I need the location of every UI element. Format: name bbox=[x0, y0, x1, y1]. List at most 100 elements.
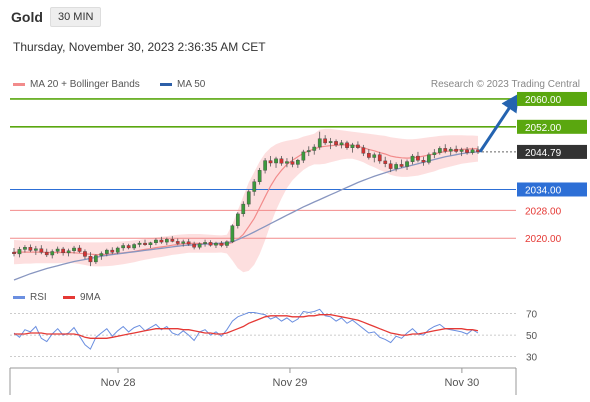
copyright-notice: Research © 2023 Trading Central bbox=[430, 79, 580, 90]
candle-body bbox=[214, 242, 218, 246]
candle-body bbox=[388, 163, 393, 169]
candle bbox=[93, 254, 98, 264]
candle bbox=[110, 247, 115, 255]
candle-body bbox=[246, 191, 251, 205]
candle bbox=[88, 252, 93, 267]
legend-ma20: MA 20 + Bollinger Bands bbox=[13, 79, 140, 90]
candle-body bbox=[126, 245, 131, 249]
candle bbox=[23, 245, 27, 253]
candle bbox=[279, 156, 284, 166]
candle-body bbox=[454, 148, 458, 152]
candle-body bbox=[72, 247, 76, 251]
candle bbox=[126, 243, 131, 250]
candle bbox=[137, 241, 142, 248]
candle-body bbox=[459, 149, 464, 152]
candle bbox=[367, 149, 371, 160]
legend-rsi: RSI bbox=[13, 292, 47, 303]
candle bbox=[115, 246, 120, 255]
legend-ma50: MA 50 bbox=[160, 79, 205, 90]
candle-body bbox=[99, 253, 104, 256]
candle-body bbox=[443, 148, 448, 152]
candle-body bbox=[241, 203, 246, 215]
candle-body bbox=[421, 159, 426, 163]
price-label-box bbox=[517, 91, 587, 106]
candle bbox=[306, 146, 311, 157]
candle bbox=[350, 142, 355, 153]
candle bbox=[438, 146, 442, 155]
candle-body bbox=[438, 148, 442, 153]
candle-body bbox=[427, 154, 431, 163]
chart-header: Gold 30 MIN bbox=[0, 0, 590, 36]
candle-body bbox=[164, 239, 169, 243]
candle bbox=[416, 151, 420, 163]
candle bbox=[44, 248, 49, 258]
legend-9ma-swatch bbox=[63, 296, 75, 299]
candle bbox=[143, 239, 147, 246]
candle bbox=[459, 147, 464, 157]
candle bbox=[159, 236, 164, 244]
candle bbox=[383, 156, 388, 168]
candle bbox=[28, 244, 33, 253]
candle bbox=[345, 140, 349, 150]
candle-body bbox=[356, 144, 360, 148]
candle bbox=[257, 167, 262, 185]
candle bbox=[12, 247, 16, 257]
price-label-box bbox=[517, 119, 587, 134]
candle bbox=[328, 137, 333, 150]
price-label-text: 2020.00 bbox=[525, 234, 562, 245]
time-tick-label: Nov 28 bbox=[101, 377, 136, 389]
timestamp: Thursday, November 30, 2023 2:36:35 AM C… bbox=[13, 40, 266, 54]
candle-body bbox=[148, 242, 153, 245]
price-label-box bbox=[517, 182, 587, 197]
instrument-title: Gold bbox=[11, 9, 43, 25]
candle bbox=[77, 245, 82, 253]
candle bbox=[50, 249, 55, 259]
candle-body bbox=[432, 152, 437, 155]
candle-body bbox=[154, 239, 158, 243]
candle bbox=[274, 156, 278, 168]
candle-body bbox=[143, 242, 147, 246]
candle bbox=[465, 147, 469, 155]
rsi-tick-label: 50 bbox=[526, 331, 538, 342]
candle bbox=[39, 245, 44, 255]
candle bbox=[301, 149, 306, 164]
candle-body bbox=[50, 251, 55, 256]
candle bbox=[181, 239, 186, 247]
rsi-series-rsi bbox=[13, 308, 479, 350]
candle-body bbox=[372, 154, 377, 158]
candle bbox=[361, 144, 366, 157]
candle-body bbox=[345, 142, 349, 148]
candle-body bbox=[132, 244, 136, 249]
rsi-panel: 70 50 30 bbox=[10, 308, 538, 364]
candle-body bbox=[12, 251, 16, 255]
candle-body bbox=[410, 155, 415, 162]
candle bbox=[17, 246, 22, 258]
candle bbox=[394, 162, 398, 172]
legend-ma50-label: MA 50 bbox=[177, 79, 206, 90]
price-label-text: 2028.00 bbox=[525, 206, 562, 217]
candle bbox=[290, 156, 295, 168]
candle bbox=[470, 147, 475, 155]
price-label-layer: 2060.00 2052.00 2044.79 2034.00 2028.00 2020.… bbox=[517, 91, 587, 245]
candle bbox=[186, 238, 191, 246]
timeframe-badge[interactable]: 30 MIN bbox=[50, 7, 102, 27]
time-tick-label: Nov 29 bbox=[273, 377, 308, 389]
candle-body bbox=[383, 160, 388, 164]
candle-body bbox=[61, 248, 65, 253]
candle bbox=[132, 243, 136, 251]
candle bbox=[197, 242, 202, 250]
candle-body bbox=[339, 142, 344, 146]
price-label-resistance-0: 2060.00 bbox=[517, 91, 587, 106]
candle bbox=[104, 248, 109, 257]
candle bbox=[148, 241, 153, 248]
candle bbox=[170, 236, 175, 243]
candle-body bbox=[66, 250, 71, 254]
candle-body bbox=[448, 148, 453, 152]
candle bbox=[454, 145, 458, 154]
candle bbox=[334, 139, 338, 148]
candle-body bbox=[290, 161, 295, 165]
price-label-resistance-1: 2052.00 bbox=[517, 119, 587, 134]
candle-body bbox=[317, 138, 322, 148]
candle bbox=[388, 160, 393, 173]
